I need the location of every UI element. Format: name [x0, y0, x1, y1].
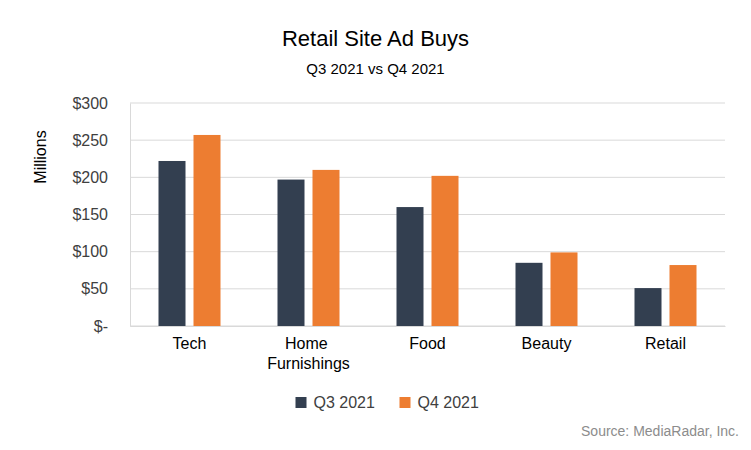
y-tick-label: $-: [94, 318, 108, 335]
y-tick-label: $150: [72, 206, 108, 223]
bars: [159, 135, 697, 326]
y-tick: $100: [72, 243, 130, 260]
x-tick-label: Food: [409, 335, 445, 352]
legend-label: Q4 2021: [418, 394, 479, 411]
y-tick: $200: [72, 169, 130, 186]
x-tick-label: Beauty: [522, 335, 572, 352]
series: [159, 161, 662, 326]
grid-line: [130, 103, 725, 104]
bar: [432, 176, 459, 326]
plot: $- $50 $100 $150 $200 $250 $300 Tech Home Furnis…: [72, 95, 725, 372]
y-axis-title: Millions: [32, 130, 49, 183]
x-axis: Tech Home Furnishings Food Beauty Retail: [131, 326, 726, 372]
title: Retail Site Ad Buys: [282, 26, 469, 51]
bar: [635, 288, 662, 326]
x-tick: Food: [409, 326, 445, 352]
chart: Retail Site Ad BuysQ3 2021 vs Q4 2021$-$…: [0, 0, 751, 450]
annotation: Source: MediaRadar, Inc.: [581, 423, 739, 439]
x-tick-label: Retail: [645, 335, 686, 352]
grid: [130, 103, 725, 326]
x-tick: Tech: [173, 326, 207, 352]
x-tick: Home Furnishings: [267, 326, 350, 372]
bar: [194, 135, 221, 326]
y-tick-label: $300: [72, 95, 108, 112]
legend-swatch: [400, 397, 411, 408]
bar: [278, 180, 305, 326]
x-tick: Beauty: [522, 326, 572, 352]
legend-swatch: [296, 397, 307, 408]
bar: [516, 263, 543, 326]
bar: [397, 207, 424, 326]
bar: [670, 265, 697, 326]
y-axis-line: [130, 104, 131, 327]
bar: [159, 161, 186, 326]
x-axis-line: [131, 326, 726, 327]
y-tick-label: $100: [72, 243, 108, 260]
y-axis: $- $50 $100 $150 $200 $250 $300: [72, 95, 130, 335]
x-tick-label: Home Furnishings: [267, 335, 350, 371]
bar: [313, 170, 340, 326]
y-tick: $50: [81, 280, 130, 297]
legend-label: Q3 2021: [314, 394, 375, 411]
y-tick: $300: [72, 95, 130, 112]
x-tick-label: Tech: [173, 335, 207, 352]
y-tick-label: $250: [72, 132, 108, 149]
subtitle: Q3 2021 vs Q4 2021: [306, 60, 444, 77]
y-tick: $-: [94, 318, 130, 335]
background: [0, 0, 751, 450]
x-tick: Retail: [645, 326, 686, 352]
series: [194, 135, 697, 326]
bar: [551, 252, 578, 326]
y-tick-label: $50: [81, 280, 108, 297]
legend: Q3 2021 Q4 2021: [296, 394, 479, 411]
y-tick: $250: [72, 132, 130, 149]
y-tick-label: $200: [72, 169, 108, 186]
y-tick: $150: [72, 206, 130, 223]
